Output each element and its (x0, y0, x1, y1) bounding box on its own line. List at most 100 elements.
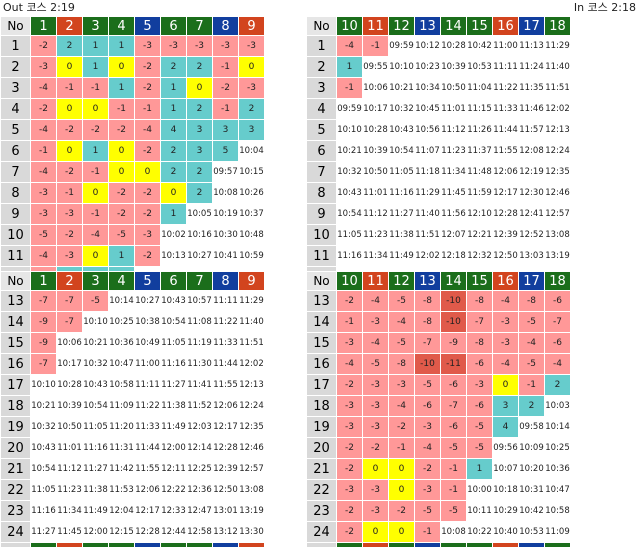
score-cell[interactable]: -6 (544, 332, 571, 354)
tee-time-cell[interactable]: 11:01 (440, 98, 467, 120)
tee-time-cell[interactable]: 10:32 (30, 416, 57, 438)
tee-time-cell[interactable]: 10:39 (362, 140, 389, 162)
tee-time-cell[interactable]: 11:38 (388, 224, 415, 246)
score-cell[interactable]: -3 (160, 35, 187, 57)
score-cell[interactable]: -5 (82, 290, 109, 312)
score-cell[interactable]: -8 (466, 332, 493, 354)
score-cell[interactable]: -2 (56, 119, 83, 141)
score-cell[interactable]: -7 (30, 290, 57, 312)
tee-time-cell[interactable]: 12:06 (134, 479, 161, 501)
tee-time-cell[interactable]: 10:15 (238, 161, 265, 183)
score-cell[interactable]: 1 (108, 245, 135, 267)
tee-time-cell[interactable]: 12:22 (160, 479, 187, 501)
score-cell[interactable]: -4 (544, 353, 571, 375)
score-cell[interactable]: 2 (544, 374, 571, 396)
tee-time-cell[interactable]: 11:04 (466, 77, 493, 99)
score-cell[interactable]: -3 (492, 311, 519, 333)
score-cell[interactable]: 1 (160, 203, 187, 225)
score-cell[interactable]: -5 (30, 224, 57, 246)
tee-time-cell[interactable]: 12:57 (238, 458, 265, 480)
score-cell[interactable]: -1 (388, 437, 415, 459)
tee-time-cell[interactable]: 12:17 (492, 182, 519, 204)
score-cell[interactable]: -3 (238, 77, 265, 99)
tee-time-cell[interactable]: 12:02 (414, 245, 441, 267)
score-cell[interactable]: -3 (492, 332, 519, 354)
score-cell[interactable]: -2 (212, 77, 239, 99)
tee-time-cell[interactable]: 11:51 (238, 332, 265, 354)
tee-time-cell[interactable]: 11:44 (212, 353, 239, 375)
score-cell[interactable]: -9 (30, 311, 57, 333)
tee-time-cell[interactable]: 11:22 (212, 311, 239, 333)
score-cell[interactable]: -1 (56, 182, 83, 204)
tee-time-cell[interactable]: 13:19 (238, 500, 265, 522)
tee-time-cell[interactable]: 10:22 (466, 521, 493, 543)
tee-time-cell[interactable]: 11:35 (518, 77, 545, 99)
tee-time-cell[interactable]: 10:19 (212, 203, 239, 225)
score-cell[interactable]: -4 (30, 119, 57, 141)
tee-time-cell[interactable]: 10:36 (544, 458, 571, 480)
score-cell[interactable]: -3 (134, 35, 161, 57)
score-cell[interactable]: -6 (440, 374, 467, 396)
tee-time-cell[interactable]: 10:54 (82, 395, 109, 417)
score-cell[interactable]: -2 (30, 35, 57, 57)
score-cell[interactable]: -2 (108, 119, 135, 141)
score-cell[interactable]: 1 (108, 77, 135, 99)
tee-time-cell[interactable]: 10:18 (492, 479, 519, 501)
score-cell[interactable]: -5 (518, 353, 545, 375)
score-cell[interactable]: -3 (56, 203, 83, 225)
tee-time-cell[interactable]: 11:46 (518, 98, 545, 120)
tee-time-cell[interactable]: 11:05 (30, 479, 57, 501)
score-cell[interactable]: 2 (186, 98, 213, 120)
score-cell[interactable]: -4 (82, 224, 109, 246)
score-cell[interactable]: 0 (388, 458, 415, 480)
tee-time-cell[interactable]: 11:49 (160, 416, 187, 438)
tee-time-cell[interactable]: 11:01 (362, 182, 389, 204)
score-cell[interactable]: -4 (336, 35, 363, 57)
score-cell[interactable]: -4 (492, 290, 519, 312)
tee-time-cell[interactable]: 12:44 (160, 521, 187, 543)
tee-time-cell[interactable]: 10:27 (186, 245, 213, 267)
tee-time-cell[interactable]: 10:02 (160, 224, 187, 246)
tee-time-cell[interactable]: 12:50 (492, 245, 519, 267)
score-cell[interactable]: -1 (82, 203, 109, 225)
score-cell[interactable]: -3 (414, 479, 441, 501)
score-cell[interactable]: -2 (336, 290, 363, 312)
tee-time-cell[interactable]: 12:00 (160, 437, 187, 459)
score-cell[interactable]: -5 (388, 290, 415, 312)
tee-time-cell[interactable]: 10:50 (362, 161, 389, 183)
tee-time-cell[interactable]: 11:41 (186, 374, 213, 396)
tee-time-cell[interactable]: 11:56 (440, 203, 467, 225)
tee-time-cell[interactable]: 10:40 (492, 521, 519, 543)
score-cell[interactable]: -7 (56, 311, 83, 333)
tee-time-cell[interactable]: 10:54 (388, 140, 415, 162)
tee-time-cell[interactable]: 12:25 (186, 458, 213, 480)
score-cell[interactable]: 1 (336, 56, 363, 78)
score-cell[interactable]: 0 (82, 98, 109, 120)
tee-time-cell[interactable]: 12:14 (186, 437, 213, 459)
score-cell[interactable]: 2 (186, 182, 213, 204)
score-cell[interactable]: -1 (30, 140, 57, 162)
score-cell[interactable]: -2 (134, 56, 161, 78)
tee-time-cell[interactable]: 10:43 (82, 374, 109, 396)
score-cell[interactable]: -1 (82, 77, 109, 99)
tee-time-cell[interactable]: 11:55 (492, 140, 519, 162)
score-cell[interactable]: -4 (30, 245, 57, 267)
tee-time-cell[interactable]: 10:12 (414, 35, 441, 57)
tee-time-cell[interactable]: 12:28 (492, 203, 519, 225)
score-cell[interactable]: -2 (388, 500, 415, 522)
tee-time-cell[interactable]: 10:47 (544, 479, 571, 501)
tee-time-cell[interactable]: 11:09 (108, 395, 135, 417)
tee-time-cell[interactable]: 10:39 (440, 56, 467, 78)
score-cell[interactable]: 0 (108, 56, 135, 78)
score-cell[interactable]: -4 (362, 332, 389, 354)
tee-time-cell[interactable]: 12:39 (492, 224, 519, 246)
tee-time-cell[interactable]: 11:16 (82, 437, 109, 459)
score-cell[interactable]: 0 (362, 521, 389, 543)
score-cell[interactable]: -2 (108, 203, 135, 225)
score-cell[interactable]: -3 (362, 500, 389, 522)
tee-time-cell[interactable]: 12:04 (108, 500, 135, 522)
score-cell[interactable]: 0 (492, 374, 519, 396)
tee-time-cell[interactable]: 11:16 (30, 500, 57, 522)
tee-time-cell[interactable]: 12:36 (186, 479, 213, 501)
score-cell[interactable]: -2 (336, 500, 363, 522)
